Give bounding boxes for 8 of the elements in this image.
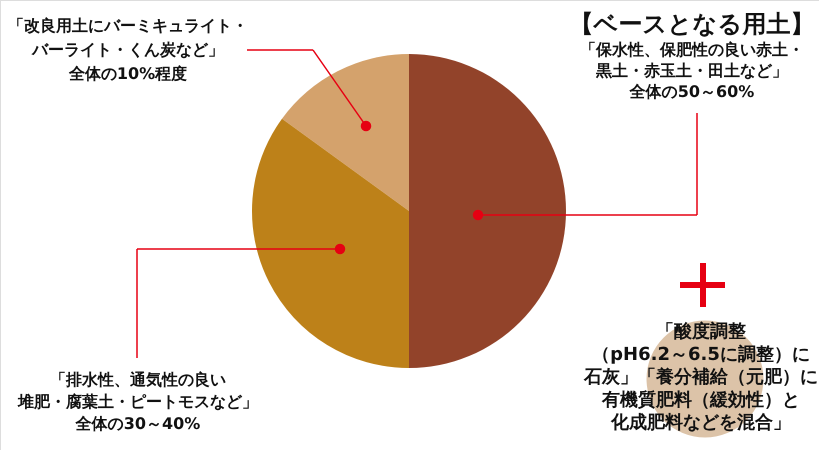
pie-slice bbox=[282, 54, 409, 211]
pie-slice bbox=[252, 118, 409, 368]
slice-label: 「保水性、保肥性の良い赤土・黒土・赤玉土・田土など」全体の50～60% bbox=[580, 40, 804, 101]
text: 【ベースとなる用土】 bbox=[570, 10, 814, 38]
slice-label: 「改良用土にバーミキュライト・バーライト・くん炭など」全体の10%程度 bbox=[8, 16, 248, 83]
text: 「酸度調整（pH6.2～6.5に調整）に石灰」「養分補給（元肥）に有機質肥料（緩効性）と化成肥料などを混合」 bbox=[583, 321, 818, 434]
pie-slice bbox=[409, 54, 566, 368]
slice-label: 「排水性、通気性の良い堆肥・腐葉土・ピートモスなど」全体の30～40% bbox=[17, 370, 258, 433]
